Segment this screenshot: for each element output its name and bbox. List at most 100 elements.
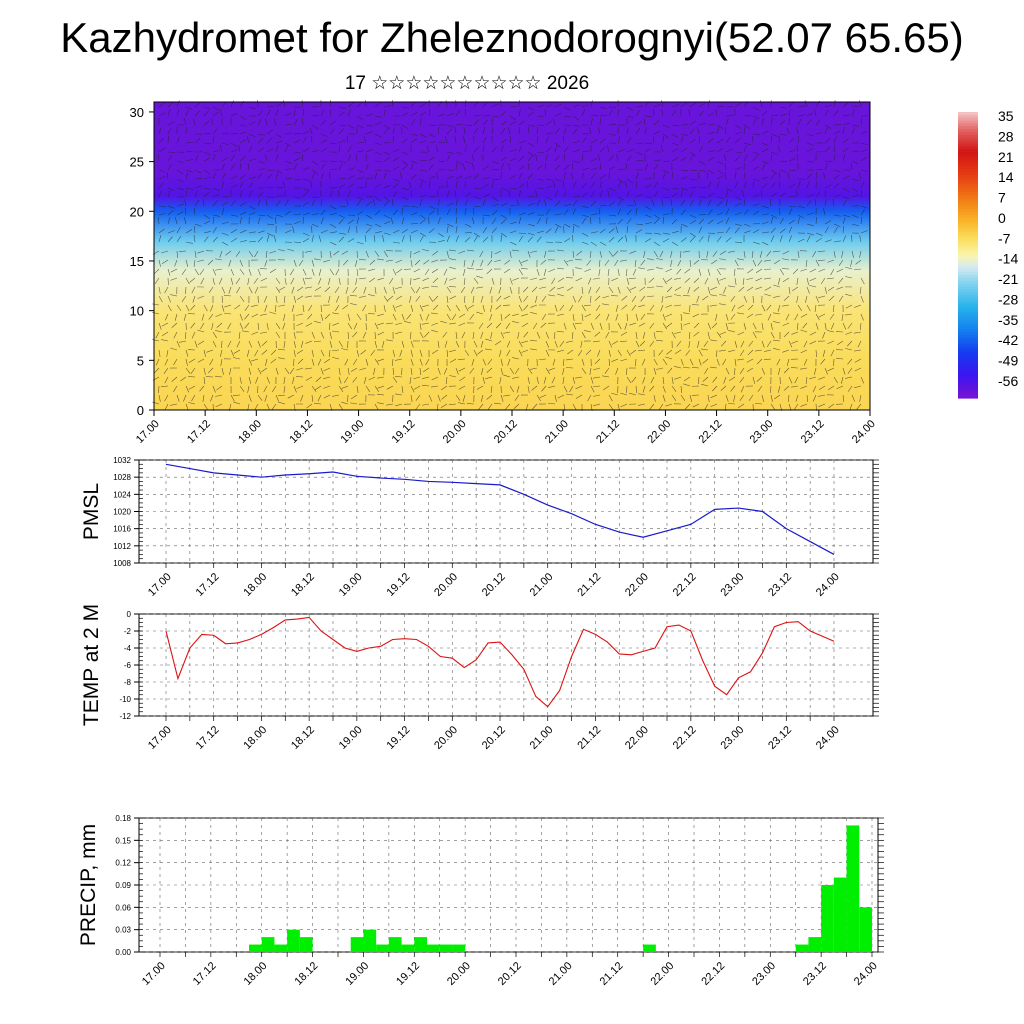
heatmap-y-tick-label: 5 (137, 353, 144, 368)
temp-x-tick-label: 19.00 (337, 724, 365, 752)
colorbar-segment (958, 395, 978, 399)
colorbar-segment (958, 137, 978, 142)
colorbar-segment (958, 277, 978, 282)
colorbar-segment (958, 260, 978, 265)
precip-bar (287, 929, 300, 952)
precip-bar (350, 937, 364, 952)
heatmap-x-tick-label: 18.12 (287, 418, 315, 446)
pmsl-y-tick-label: 1008 (113, 559, 131, 568)
colorbar-segment (958, 320, 978, 325)
colorbar-segment (958, 166, 978, 170)
pmsl-y-tick-label: 1028 (113, 473, 131, 482)
colorbar-segment (958, 375, 978, 379)
precip-x-tick-label: 20.12 (496, 960, 524, 988)
colorbar-segment (958, 326, 978, 330)
heatmap-y-tick-label: 25 (130, 155, 144, 170)
pmsl-series-line (165, 463, 835, 555)
precip-x-tick-label: 22.12 (699, 960, 727, 988)
colorbar-segment (958, 380, 978, 385)
colorbar-segment (958, 143, 978, 147)
pmsl-x-tick-label: 21.00 (528, 571, 556, 599)
colorbar-segment (958, 300, 978, 305)
colorbar-segment (958, 340, 978, 345)
precip-x-tick-label: 19.00 (343, 960, 371, 988)
colorbar-label: -7 (998, 230, 1011, 246)
precip-x-tick-label: 20.00 (445, 960, 473, 988)
colorbar-segment (958, 352, 978, 356)
colorbar-segment (958, 386, 978, 391)
colorbar-label: -35 (998, 312, 1018, 328)
temp-x-tick-label: 23.12 (766, 724, 794, 752)
temp-ylabel: TEMP at 2 M (80, 604, 103, 726)
temp-x-tick-label: 22.12 (671, 724, 699, 752)
precip-y-tick-label: 0.06 (115, 903, 131, 912)
heatmap-x-tick-label: 23.12 (799, 418, 827, 446)
pmsl-x-tick-label: 18.12 (289, 571, 317, 599)
temp-x-tick-label: 23.00 (718, 724, 746, 752)
colorbar-segment (958, 152, 978, 156)
precip-ylabel: PRECIP, mm (77, 824, 100, 946)
colorbar-segment (958, 363, 978, 368)
colorbar-segment (958, 266, 978, 270)
colorbar-segment (958, 140, 978, 145)
temp-y-tick-label: -4 (124, 644, 132, 653)
temp-series-line (165, 616, 835, 708)
colorbar-segment (958, 269, 978, 273)
precip-x-tick-label: 19.12 (394, 960, 422, 988)
colorbar-segment (958, 337, 978, 342)
temp-x-tick-label: 24.00 (814, 724, 842, 752)
colorbar-segment (958, 132, 978, 136)
pmsl-x-tick-label: 18.00 (241, 571, 269, 599)
colorbar-segment (958, 355, 978, 359)
colorbar-segment (958, 223, 978, 227)
colorbar-segment (958, 157, 978, 162)
colorbar-segment (958, 123, 978, 127)
colorbar-label: 28 (998, 128, 1014, 144)
heatmap-x-tick-label: 21.12 (594, 418, 622, 446)
colorbar-segment (958, 343, 978, 348)
heatmap-x-tick-label: 17.00 (134, 418, 162, 446)
colorbar-segment (958, 189, 978, 193)
temp-x-tick-label: 20.12 (480, 724, 508, 752)
pmsl-x-tick-label: 22.12 (671, 571, 699, 599)
precip-bar (821, 885, 834, 952)
heatmap-y-tick-label: 20 (130, 204, 144, 219)
precip-x-tick-label: 21.12 (598, 960, 626, 988)
colorbar-segment (958, 149, 978, 153)
page-subtitle: 17 ☆☆☆☆☆☆☆☆☆☆ 2026 (344, 73, 590, 94)
colorbar-segment (958, 272, 978, 276)
page-title: Kazhydromet for Zheleznodorognyi(52.07 6… (60, 14, 964, 61)
pmsl-x-tick-label: 23.00 (718, 571, 746, 599)
precip-bar (452, 944, 466, 952)
heatmap-x-tick-label: 22.00 (645, 418, 673, 446)
colorbar-segment (958, 383, 978, 388)
colorbar-segment (958, 332, 978, 336)
colorbar-segment (958, 177, 978, 182)
pmsl-x-tick-label: 17.12 (194, 571, 222, 599)
colorbar-segment (958, 312, 978, 316)
temp-x-tick-label: 17.00 (146, 724, 174, 752)
precip-x-tick-label: 17.12 (191, 960, 219, 988)
pmsl-y-tick-label: 1032 (113, 456, 131, 465)
pmsl-x-tick-label: 19.00 (337, 571, 365, 599)
precip-bar (388, 937, 402, 952)
colorbar-segment (958, 232, 978, 236)
colorbar-segment (958, 234, 978, 239)
colorbar-segment (958, 174, 978, 179)
heatmap-y-tick-label: 30 (130, 105, 144, 120)
pmsl-x-tick-label: 24.00 (814, 571, 842, 599)
temp-x-tick-label: 18.12 (289, 724, 317, 752)
colorbar-segment (958, 297, 978, 302)
colorbar-segment (958, 237, 978, 242)
colorbar-segment (958, 283, 978, 288)
heatmap-x-tick-label: 19.12 (390, 418, 418, 446)
colorbar-segment (958, 289, 978, 293)
colorbar-label: 35 (998, 108, 1014, 124)
precip-x-tick-label: 18.00 (242, 960, 270, 988)
precip-bar (299, 937, 313, 952)
colorbar-segment (958, 329, 978, 333)
temp-y-tick-label: -2 (124, 627, 132, 636)
pmsl-y-tick-label: 1012 (113, 542, 131, 551)
precip-bar (414, 937, 427, 952)
